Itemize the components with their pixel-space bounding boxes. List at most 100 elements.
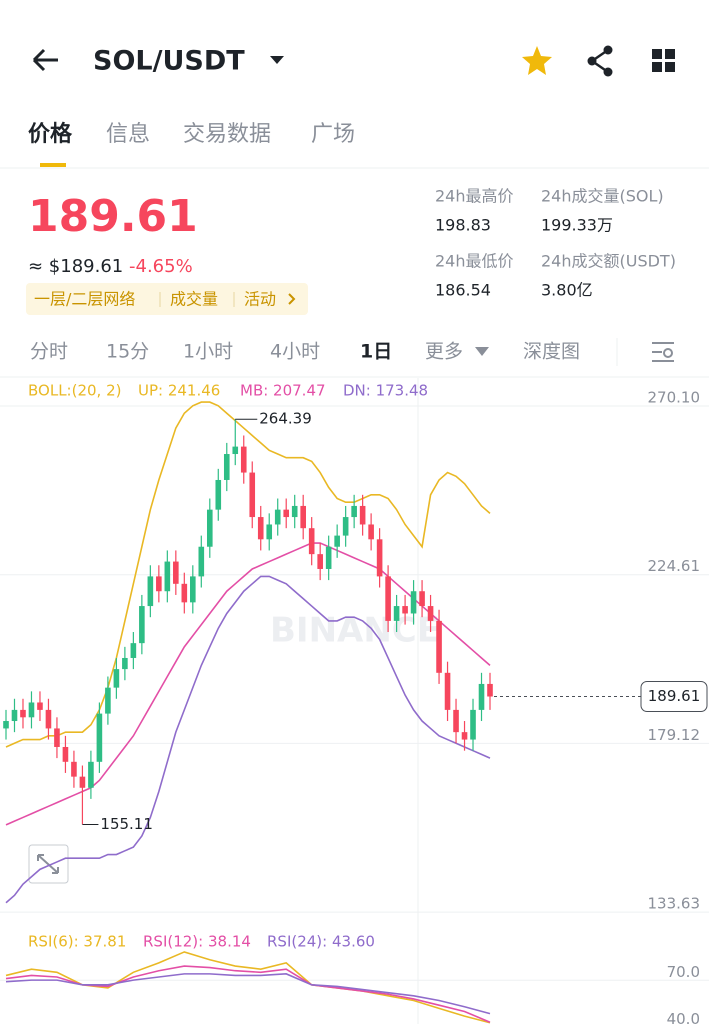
- legend-entry: RSI(24): 43.60: [267, 933, 375, 951]
- candle-body: [130, 643, 137, 658]
- interval[interactable]: 15分: [106, 341, 149, 363]
- boll-line: [5, 575, 491, 904]
- candle-body: [96, 713, 103, 762]
- approx-price: ≈ $189.61: [28, 256, 123, 277]
- candle-body: [300, 505, 306, 529]
- candle-body: [88, 761, 94, 788]
- candle-body: [266, 524, 273, 540]
- candle-body: [28, 702, 35, 718]
- interval[interactable]: 深度图: [523, 341, 580, 363]
- stat-value: 186.54: [435, 281, 491, 300]
- stat-label: 24h最高价: [435, 187, 514, 206]
- candle-body: [37, 702, 43, 710]
- interval[interactable]: 4小时: [270, 341, 320, 363]
- candle-body: [334, 535, 340, 547]
- pair-caret[interactable]: [270, 56, 284, 64]
- candle-body: [359, 505, 366, 525]
- candle-body: [11, 709, 18, 722]
- share-button[interactable]: [587, 45, 613, 77]
- y-tick-label: 133.63: [648, 895, 701, 913]
- interval[interactable]: 1日: [360, 341, 392, 363]
- candle-body: [385, 576, 391, 621]
- price-tag: [640, 681, 708, 713]
- candle-body: [105, 687, 111, 714]
- candle-body: [368, 524, 374, 540]
- tab[interactable]: 价格: [28, 121, 73, 147]
- candle-body: [79, 776, 86, 788]
- candle-body: [291, 505, 298, 518]
- candle-body: [453, 709, 459, 733]
- legend-entry: RSI(12): 38.14: [143, 933, 251, 951]
- interval[interactable]: 分时: [30, 341, 68, 363]
- y-tick-label: 40.0: [667, 1010, 700, 1024]
- candle-body: [461, 732, 468, 740]
- high-label: 264.39: [259, 410, 312, 428]
- y-tick-label: 224.61: [648, 557, 701, 575]
- candle-body: [376, 539, 383, 577]
- pair-title[interactable]: SOL/USDT: [93, 46, 245, 77]
- favorite-star[interactable]: [522, 46, 552, 75]
- stat-value: 3.80亿: [541, 281, 593, 300]
- interval[interactable]: 更多: [425, 341, 463, 363]
- tab-indicator: [40, 163, 66, 167]
- candle-body: [3, 721, 9, 729]
- back-button[interactable]: [32, 48, 58, 72]
- legend-title: BOLL:(20, 2): [28, 382, 121, 400]
- settings-button[interactable]: [652, 342, 674, 362]
- candle-body: [240, 446, 247, 473]
- boll-line: [5, 401, 491, 748]
- candle-body: [436, 620, 442, 673]
- candle-body: [122, 657, 128, 670]
- candle-body: [173, 561, 179, 584]
- expand-icon: [37, 854, 59, 874]
- tag[interactable]: 活动: [244, 290, 276, 309]
- candle-body: [410, 591, 417, 614]
- candle-body: [147, 576, 154, 607]
- boll-line: [5, 542, 491, 826]
- candle-body: [351, 505, 357, 518]
- candle-body: [257, 517, 264, 540]
- candle-body: [20, 709, 26, 718]
- candle-body: [164, 561, 171, 592]
- candle-body: [393, 606, 400, 621]
- tag-arrow: [288, 293, 296, 305]
- candle-body: [190, 576, 196, 603]
- candle-body: [71, 761, 77, 777]
- y-tick-label: 70.0: [667, 963, 700, 981]
- tag-bar: [26, 283, 308, 315]
- tab[interactable]: 广场: [311, 122, 355, 147]
- candle-body: [487, 683, 493, 697]
- candle-body: [206, 509, 213, 547]
- tab[interactable]: 信息: [106, 122, 150, 147]
- y-tick-label: 270.10: [648, 389, 701, 407]
- candle-body: [478, 683, 485, 710]
- candle-body: [283, 509, 290, 518]
- candle-body: [325, 546, 332, 569]
- stat-value: 198.83: [435, 216, 491, 235]
- candle-body: [113, 669, 120, 688]
- legend-entry: MB: 207.47: [240, 382, 326, 400]
- candle-body: [342, 517, 349, 536]
- candle-body: [198, 546, 205, 577]
- y-tick-label: 179.12: [648, 726, 701, 744]
- price-change: -4.65%: [129, 256, 193, 277]
- candle-body: [427, 606, 434, 621]
- legend-entry: UP: 241.46: [138, 382, 220, 400]
- candle-body: [274, 509, 281, 525]
- last-price: 189.61: [28, 191, 198, 242]
- grid-button[interactable]: [652, 49, 675, 72]
- candle-body: [156, 576, 162, 592]
- interval[interactable]: 1小时: [183, 341, 233, 363]
- stat-label: 24h成交额(USDT): [541, 252, 676, 271]
- tab[interactable]: 交易数据: [183, 122, 271, 147]
- legend-entry: RSI(6): 37.81: [28, 933, 126, 951]
- stat-label: 24h成交量(SOL): [541, 187, 664, 206]
- candle-body: [232, 446, 239, 455]
- rsi-line: [5, 973, 491, 1015]
- candle-body: [139, 606, 145, 644]
- tag[interactable]: 一层/二层网络: [34, 290, 135, 309]
- legend-entry: DN: 173.48: [343, 382, 428, 400]
- tag[interactable]: 成交量: [170, 290, 218, 309]
- watermark: BINANCE: [270, 611, 440, 651]
